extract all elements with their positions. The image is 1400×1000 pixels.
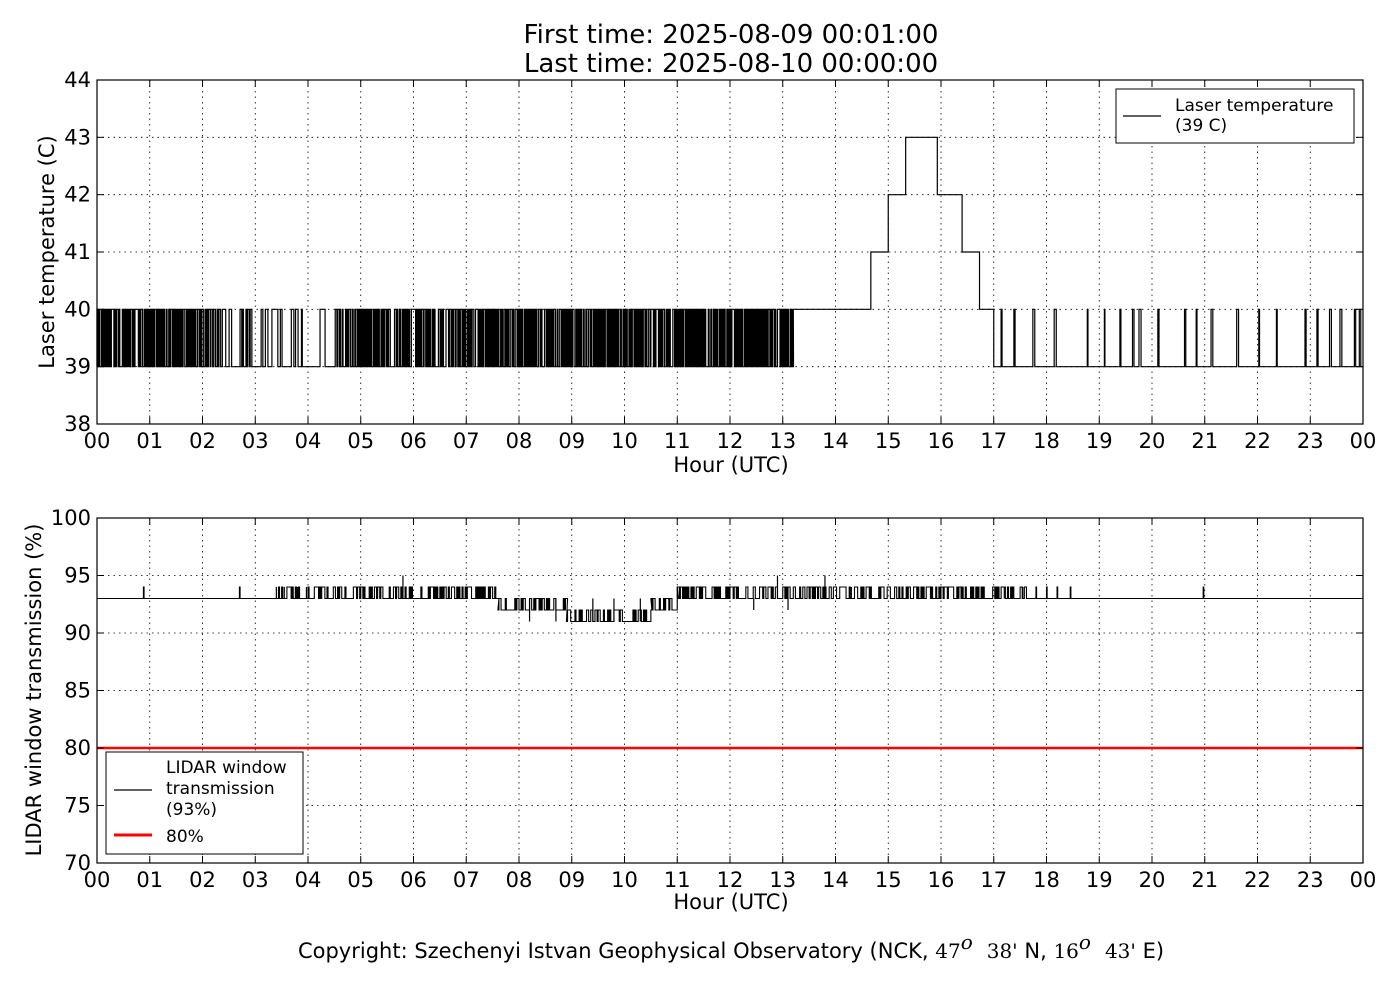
- legend-label-lidar-transmission-line2: transmission: [166, 779, 275, 799]
- x-tick-label: 15: [875, 429, 902, 453]
- y-tick-label: 85: [64, 679, 91, 703]
- y-tick-label: 43: [64, 125, 91, 149]
- lidar-transmission-series-line: [97, 586, 1363, 623]
- laser-temperature-series-line: [96, 136, 1363, 368]
- x-tick-label: 00: [84, 868, 111, 892]
- lidar-transmission-panel: 00 01 02 03 04 05 06 07 08 09 10 11 12 13 14 15 16 17 18 19…: [22, 506, 1376, 914]
- longitude-hemisphere: E): [1136, 939, 1164, 963]
- x-tick-label: 07: [453, 429, 480, 453]
- latitude-degrees: 47: [935, 939, 960, 963]
- laser-temperature-plot-area: [96, 136, 1363, 368]
- laser-temperature-legend: Laser temperature (39 C): [1115, 88, 1355, 144]
- y-tick-label: 44: [64, 68, 91, 92]
- x-tick-label: 03: [242, 429, 269, 453]
- x-tick-label: 08: [506, 868, 533, 892]
- x-tick-label: 18: [1033, 429, 1060, 453]
- x-tick-label: 05: [347, 429, 374, 453]
- x-tick-label: 20: [1139, 868, 1166, 892]
- y-tick-label: 95: [64, 564, 91, 588]
- legend-label-lidar-transmission-line3: (93%): [166, 800, 217, 820]
- latitude-degree-symbol: o: [961, 930, 973, 954]
- x-tick-label: 09: [558, 868, 585, 892]
- copyright-prefix: Copyright: Szechenyi Istvan Geophysical …: [298, 939, 935, 963]
- x-tick-label: 21: [1191, 868, 1218, 892]
- y-tick-label: 100: [51, 506, 91, 530]
- laser-temperature-ticks: 00 01 02 03 04 05 06 07 08 09 10 11 12 13 14 15 16 17 18 19…: [64, 68, 1376, 453]
- x-tick-label: 11: [664, 868, 691, 892]
- y-tick-label: 75: [64, 794, 91, 818]
- y-tick-label: 70: [64, 851, 91, 875]
- x-tick-label: 05: [347, 868, 374, 892]
- latitude-hemisphere: N,: [1018, 939, 1054, 963]
- legend-label-threshold: 80%: [166, 827, 204, 847]
- lidar-transmission-y-axis-label: LIDAR window transmission (%): [22, 524, 46, 857]
- x-tick-label: 11: [664, 429, 691, 453]
- copyright-footer: Copyright: Szechenyi Istvan Geophysical …: [298, 930, 1164, 963]
- latitude-minutes: 38': [987, 939, 1018, 963]
- longitude-degree-symbol: o: [1079, 930, 1091, 954]
- y-tick-label: 90: [64, 621, 91, 645]
- lidar-transmission-ticks: 00 01 02 03 04 05 06 07 08 09 10 11 12 13 14 15 16 17 18 19…: [51, 506, 1376, 892]
- x-tick-label: 16: [928, 429, 955, 453]
- x-tick-label: 08: [506, 429, 533, 453]
- x-tick-label: 09: [558, 429, 585, 453]
- x-tick-label: 13: [769, 429, 796, 453]
- y-tick-label: 80: [64, 736, 91, 760]
- x-tick-label: 04: [295, 868, 322, 892]
- laser-temperature-x-axis-label: Hour (UTC): [673, 453, 788, 477]
- y-tick-label: 42: [64, 183, 91, 207]
- x-tick-label: 23: [1297, 868, 1324, 892]
- x-tick-label: 01: [136, 868, 163, 892]
- x-tick-label: 00: [1350, 429, 1377, 453]
- y-tick-label: 41: [64, 240, 91, 264]
- x-tick-label: 00: [84, 429, 111, 453]
- x-tick-label: 10: [611, 429, 638, 453]
- x-tick-label: 06: [400, 868, 427, 892]
- x-tick-label: 14: [822, 429, 849, 453]
- x-tick-label: 06: [400, 429, 427, 453]
- y-tick-label: 39: [64, 355, 91, 379]
- legend-label-laser-temperature-line1: Laser temperature: [1175, 96, 1333, 116]
- x-tick-label: 22: [1244, 429, 1271, 453]
- title-line-2: Last time: 2025-08-10 00:00:00: [524, 49, 938, 79]
- lidar-transmission-legend: LIDAR window transmission (93%) 80%: [105, 751, 304, 855]
- lidar-transmission-plot-area: [97, 575, 1363, 750]
- laser-temperature-y-axis-label: Laser temperature (C): [35, 135, 59, 368]
- laser-temperature-panel: 00 01 02 03 04 05 06 07 08 09 10 11 12 13 14 15 16 17 18 19…: [35, 68, 1376, 477]
- x-tick-label: 23: [1297, 429, 1324, 453]
- x-tick-label: 03: [242, 868, 269, 892]
- x-tick-label: 10: [611, 868, 638, 892]
- lidar-transmission-x-axis-label: Hour (UTC): [673, 890, 788, 914]
- x-tick-label: 02: [189, 429, 216, 453]
- x-tick-label: 12: [717, 429, 744, 453]
- x-tick-label: 18: [1033, 868, 1060, 892]
- x-tick-label: 13: [769, 868, 796, 892]
- x-tick-label: 21: [1191, 429, 1218, 453]
- x-tick-label: 04: [295, 429, 322, 453]
- legend-label-lidar-transmission-line1: LIDAR window: [166, 758, 287, 778]
- x-tick-label: 17: [980, 429, 1007, 453]
- x-tick-label: 20: [1139, 429, 1166, 453]
- y-tick-label: 38: [64, 412, 91, 436]
- x-tick-label: 00: [1350, 868, 1377, 892]
- x-tick-label: 12: [717, 868, 744, 892]
- x-tick-label: 19: [1086, 429, 1113, 453]
- x-tick-label: 14: [822, 868, 849, 892]
- y-tick-label: 40: [64, 297, 91, 321]
- x-tick-label: 01: [136, 429, 163, 453]
- x-tick-label: 17: [980, 868, 1007, 892]
- x-tick-label: 22: [1244, 868, 1271, 892]
- legend-box: [105, 751, 304, 855]
- x-tick-label: 07: [453, 868, 480, 892]
- x-tick-label: 16: [928, 868, 955, 892]
- legend-label-laser-temperature-line2: (39 C): [1175, 116, 1227, 136]
- x-tick-label: 15: [875, 868, 902, 892]
- longitude-degrees: 16: [1053, 939, 1078, 963]
- longitude-minutes: 43': [1105, 939, 1136, 963]
- x-tick-label: 19: [1086, 868, 1113, 892]
- x-tick-label: 02: [189, 868, 216, 892]
- title-line-1: First time: 2025-08-09 00:01:00: [524, 20, 939, 50]
